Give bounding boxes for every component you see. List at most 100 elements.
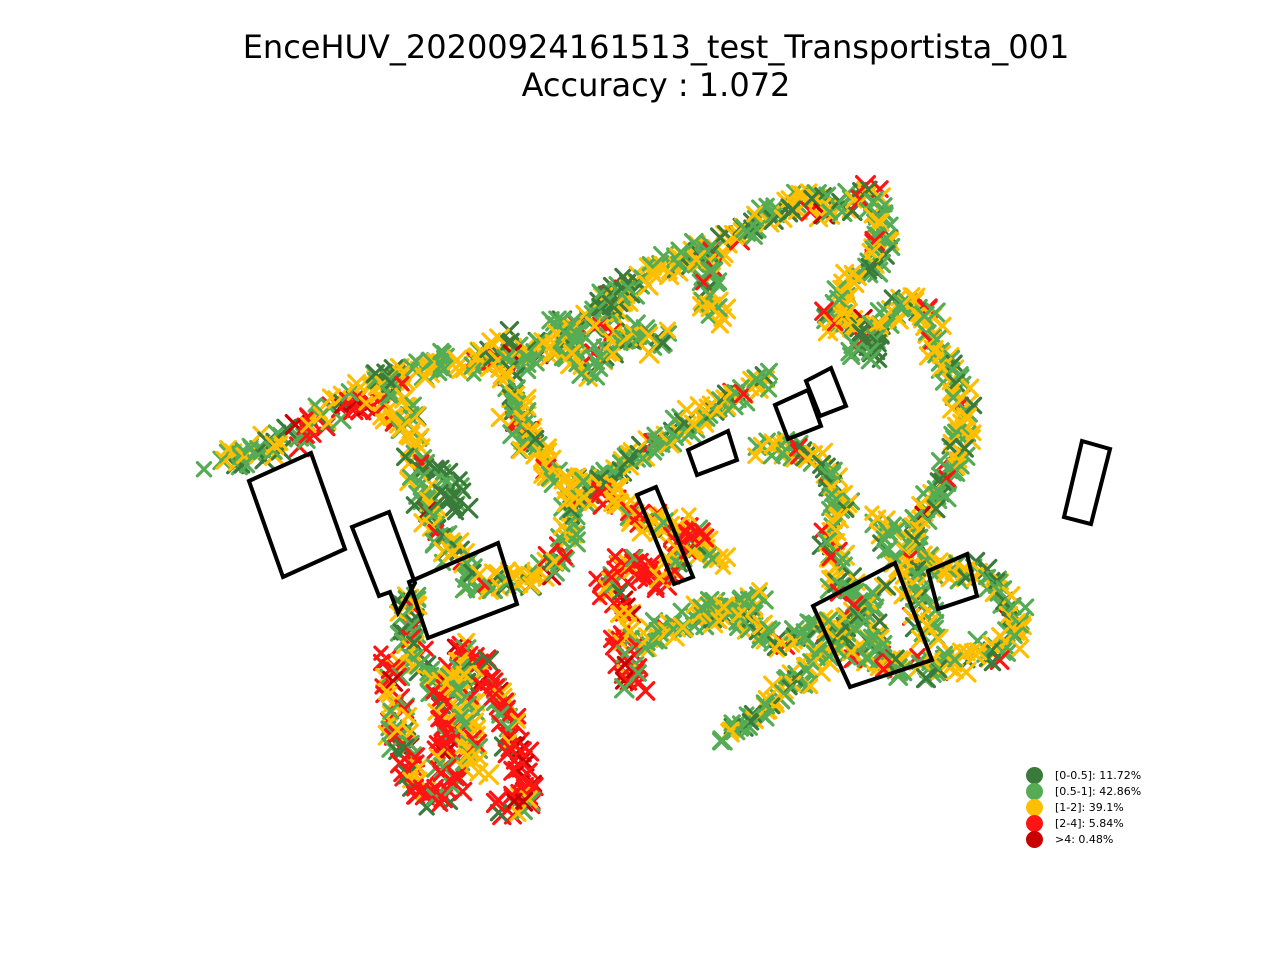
position-x-marker [926, 601, 945, 619]
position-x-marker [701, 546, 718, 563]
position-x-marker [958, 643, 976, 662]
legend-label: [0-0.5]: 11.72% [1055, 769, 1142, 783]
position-x-marker [944, 654, 963, 673]
position-x-marker [641, 256, 658, 272]
position-x-marker [614, 677, 635, 699]
position-x-marker [860, 349, 882, 370]
position-x-marker [573, 471, 594, 491]
position-x-marker [405, 496, 424, 514]
position-x-marker [670, 241, 692, 263]
legend-item: >4: 0.48% [1026, 830, 1141, 848]
position-x-marker [875, 530, 894, 548]
position-x-marker [509, 712, 527, 729]
position-x-marker [708, 298, 728, 318]
obstacle-box [772, 387, 824, 442]
position-x-marker [638, 342, 660, 364]
position-x-marker [446, 349, 468, 371]
position-x-marker [960, 378, 980, 398]
obstacle-box [634, 484, 696, 587]
position-x-marker [751, 582, 769, 600]
position-x-marker [382, 702, 400, 720]
position-x-marker [760, 362, 778, 381]
position-x-marker [925, 302, 946, 324]
position-x-marker [946, 373, 966, 393]
position-x-marker [372, 653, 391, 672]
obstacle-box [246, 450, 348, 580]
position-x-marker [195, 461, 213, 478]
position-x-marker [521, 422, 539, 439]
position-x-marker [446, 503, 465, 521]
position-x-marker [947, 423, 967, 444]
position-x-marker [510, 741, 532, 763]
position-x-marker [915, 668, 936, 689]
position-x-marker [691, 296, 713, 317]
position-x-marker [740, 590, 757, 608]
position-x-marker [611, 605, 629, 623]
position-x-marker [926, 480, 948, 502]
legend-dot-icon [1026, 799, 1043, 816]
position-x-marker [548, 310, 567, 330]
position-x-marker [747, 447, 764, 465]
position-x-marker [849, 316, 870, 338]
title-line-1: EnceHUV_20200924161513_test_Transportist… [242, 28, 1070, 66]
position-x-marker [439, 472, 456, 490]
position-x-marker [757, 690, 777, 709]
position-x-marker [825, 493, 843, 511]
position-x-marker [460, 748, 482, 769]
position-x-marker [620, 280, 636, 296]
position-x-marker [562, 344, 581, 363]
position-x-marker [856, 648, 876, 668]
position-x-marker [428, 735, 444, 751]
position-x-marker [497, 364, 516, 383]
position-x-marker [709, 276, 726, 292]
position-x-marker [528, 333, 549, 353]
position-x-marker [435, 361, 453, 379]
position-x-marker [768, 641, 785, 658]
position-x-marker [1010, 639, 1030, 659]
position-x-marker [300, 416, 317, 434]
position-x-marker [505, 792, 523, 810]
position-x-marker [340, 383, 360, 402]
position-x-marker [914, 305, 935, 327]
position-x-marker [414, 461, 431, 479]
position-x-marker [826, 314, 844, 332]
position-x-marker [611, 583, 629, 601]
position-x-marker [795, 441, 813, 459]
position-x-marker [637, 274, 659, 296]
position-x-marker [683, 414, 704, 435]
obstacle-box [925, 551, 980, 612]
position-x-marker [619, 621, 640, 642]
position-x-marker [557, 467, 578, 488]
position-x-marker [635, 681, 656, 701]
position-x-marker [851, 323, 870, 342]
position-x-marker [942, 398, 963, 419]
position-x-marker [1005, 620, 1026, 642]
position-x-marker [829, 289, 850, 310]
position-x-marker [401, 469, 419, 486]
trajectory-tracks [195, 174, 1035, 826]
position-x-marker [556, 549, 573, 566]
position-x-marker [714, 558, 732, 575]
position-x-marker [955, 439, 974, 458]
position-x-marker [710, 315, 730, 334]
position-x-marker [587, 352, 604, 369]
position-x-marker [567, 525, 586, 544]
position-x-marker [605, 346, 621, 362]
position-x-marker [927, 628, 949, 650]
position-x-marker [273, 435, 289, 451]
position-x-marker [526, 429, 545, 448]
position-x-marker [305, 426, 322, 443]
position-x-marker [867, 342, 886, 361]
position-x-marker [874, 635, 893, 653]
legend-item: [0-0.5]: 11.72% [1026, 767, 1142, 785]
position-x-marker [842, 346, 861, 366]
position-x-marker [382, 670, 404, 692]
obstacle-outlines [246, 365, 1113, 690]
position-x-marker [405, 635, 422, 652]
position-x-marker [489, 803, 508, 822]
position-x-marker [1006, 627, 1023, 645]
position-x-marker [644, 263, 661, 280]
position-x-marker [564, 531, 586, 553]
position-x-marker [545, 552, 564, 571]
